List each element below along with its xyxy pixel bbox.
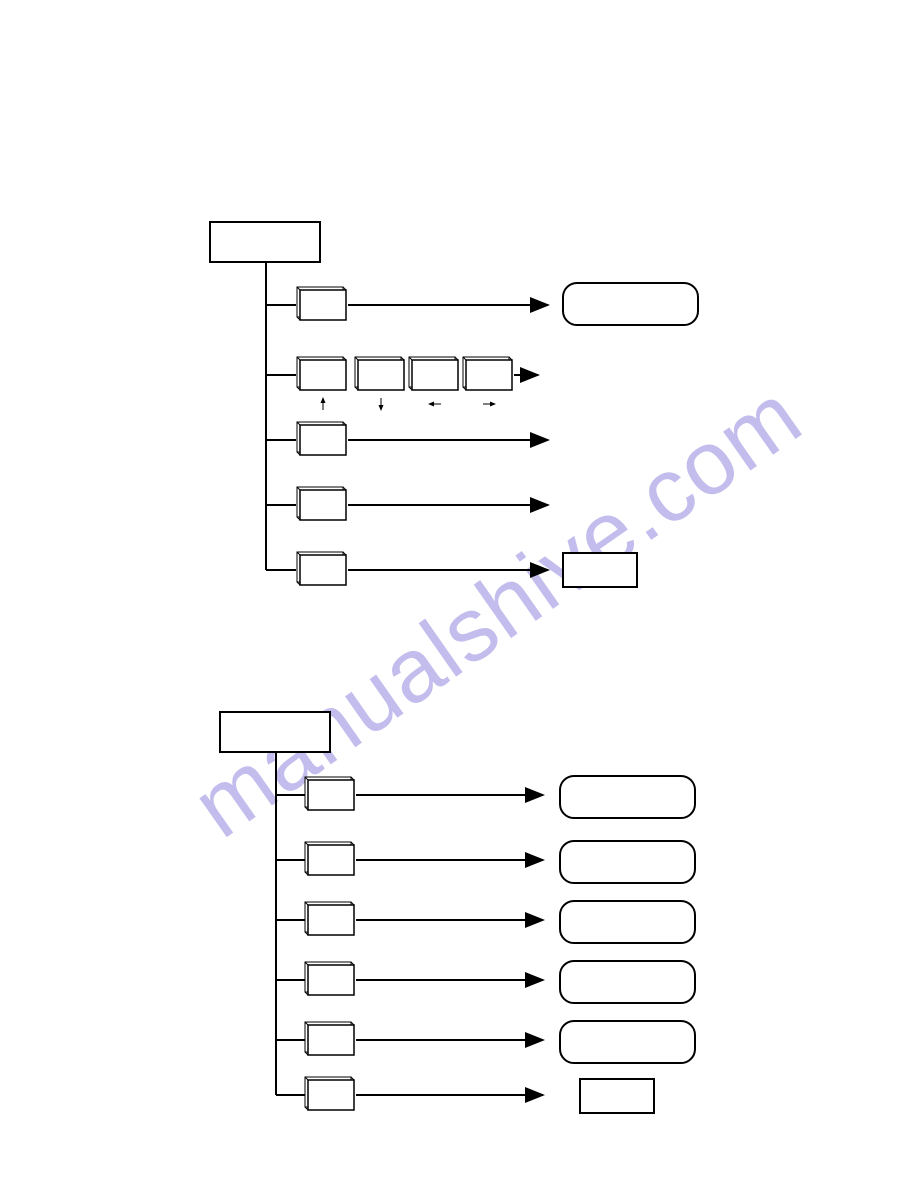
diagram-canvas bbox=[0, 0, 918, 1188]
diagram-bottom-key-2 bbox=[305, 902, 354, 935]
diagram-bottom-target-5 bbox=[580, 1079, 654, 1113]
diagram-top-key-2 bbox=[297, 422, 346, 455]
diagram-bottom-target-3 bbox=[560, 961, 695, 1003]
diagram-bottom-key-1 bbox=[305, 842, 354, 875]
diagram-top-key-1-1 bbox=[355, 357, 404, 390]
diagram-bottom-target-0 bbox=[560, 776, 695, 818]
diagram-bottom-header-box bbox=[220, 712, 330, 752]
diagram-top-key-4 bbox=[297, 552, 346, 585]
diagram-bottom-key-0 bbox=[305, 777, 354, 810]
diagram-top-key-3 bbox=[297, 487, 346, 520]
diagram-bottom-target-2 bbox=[560, 901, 695, 943]
diagram-bottom-key-4 bbox=[305, 1022, 354, 1055]
diagram-top-key-0 bbox=[297, 287, 346, 320]
diagram-top-key-1-3 bbox=[463, 357, 512, 390]
diagram-top-key-1-2 bbox=[409, 357, 458, 390]
diagram-bottom-key-5 bbox=[305, 1077, 354, 1110]
diagram-top-header-box bbox=[210, 222, 320, 262]
diagram-bottom-key-3 bbox=[305, 962, 354, 995]
diagram-bottom-target-4 bbox=[560, 1021, 695, 1063]
diagram-top-key-1-0 bbox=[297, 357, 346, 390]
diagram-bottom-target-1 bbox=[560, 841, 695, 883]
diagram-top-target-4 bbox=[563, 553, 637, 587]
diagram-top-target-0 bbox=[563, 283, 698, 325]
